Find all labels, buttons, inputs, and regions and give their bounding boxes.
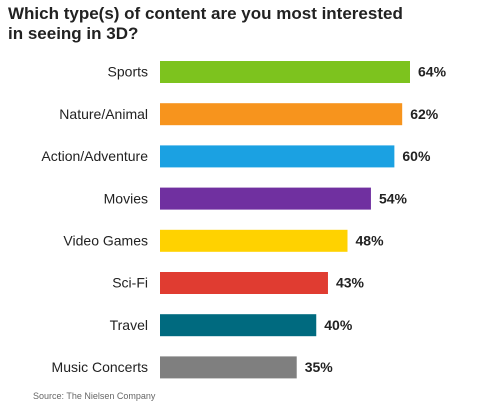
category-label: Movies: [104, 190, 148, 206]
bar: [160, 103, 403, 126]
value-label: 60%: [402, 148, 431, 164]
category-label: Music Concerts: [52, 359, 148, 375]
category-label: Travel: [110, 317, 148, 333]
bar: [160, 187, 371, 210]
value-label: 48%: [356, 233, 385, 249]
value-label: 62%: [410, 106, 439, 122]
category-label: Action/Adventure: [41, 148, 148, 164]
value-label: 35%: [305, 359, 334, 375]
value-label: 64%: [418, 64, 447, 80]
chart-title: Which type(s) of content are you most in…: [8, 4, 403, 43]
bar: [160, 61, 410, 83]
value-label: 54%: [379, 190, 408, 206]
bar: [160, 356, 297, 379]
value-label: 43%: [336, 275, 365, 291]
bar: [160, 272, 328, 294]
source-note: Source: The Nielsen Company: [33, 391, 156, 401]
category-label: Nature/Animal: [59, 106, 148, 122]
bar: [160, 229, 348, 252]
category-label: Video Games: [63, 233, 148, 249]
category-label: Sports: [108, 64, 148, 80]
value-label: 40%: [324, 317, 353, 333]
bar: [160, 314, 317, 337]
category-label: Sci-Fi: [112, 275, 148, 291]
bar: [160, 145, 395, 168]
